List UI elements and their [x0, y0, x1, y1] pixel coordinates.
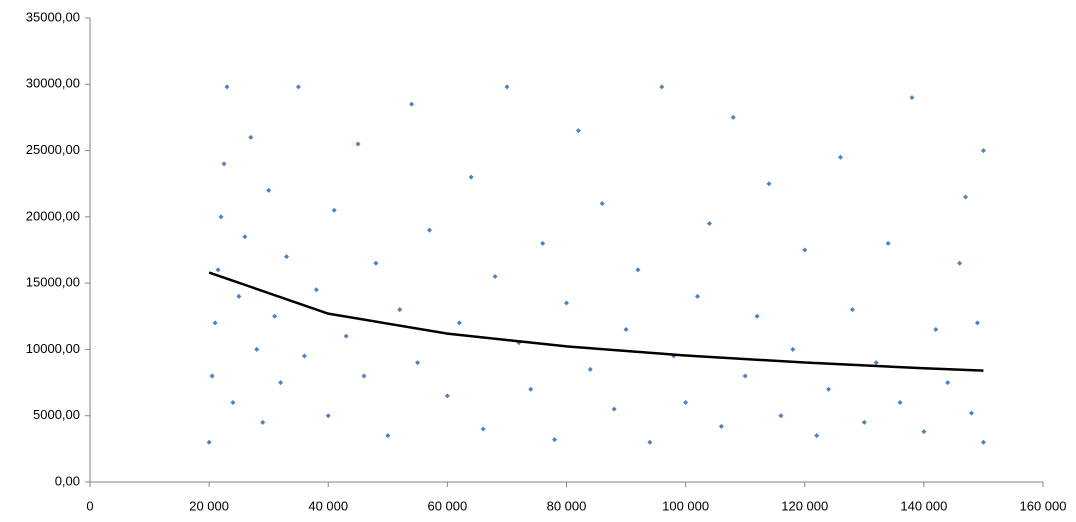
point	[885, 240, 891, 246]
point	[802, 247, 808, 253]
point	[221, 161, 227, 167]
point	[266, 187, 272, 193]
point	[492, 274, 498, 280]
point	[480, 426, 486, 432]
point	[909, 95, 915, 101]
point	[897, 399, 903, 405]
x-tick-label: 20 000	[189, 498, 229, 513]
point	[945, 380, 951, 386]
point	[540, 240, 546, 246]
point	[215, 267, 221, 273]
point	[957, 260, 963, 266]
point	[313, 287, 319, 293]
point	[415, 360, 421, 366]
point	[587, 366, 593, 372]
point	[921, 429, 927, 435]
point	[623, 327, 629, 333]
point	[468, 174, 474, 180]
point	[224, 84, 230, 90]
y-tick-label: 35000,00	[26, 9, 80, 24]
point	[974, 320, 980, 326]
x-tick-label: 100 000	[662, 498, 709, 513]
point	[209, 373, 215, 379]
y-tick-label: 25000,00	[26, 142, 80, 157]
point	[742, 373, 748, 379]
point	[212, 320, 218, 326]
point	[397, 307, 403, 313]
point	[504, 84, 510, 90]
point	[766, 181, 772, 187]
point	[444, 393, 450, 399]
point	[647, 439, 653, 445]
point	[230, 399, 236, 405]
point	[427, 227, 433, 233]
x-tick-label: 60 000	[427, 498, 467, 513]
point	[659, 84, 665, 90]
point	[683, 399, 689, 405]
point	[969, 410, 975, 416]
x-tick-label: 160 000	[1020, 498, 1067, 513]
trend-line	[208, 271, 984, 372]
point	[295, 84, 301, 90]
point	[611, 406, 617, 412]
y-tick-label: 0,00	[55, 473, 80, 488]
point	[599, 201, 605, 207]
point	[248, 134, 254, 140]
y-tick-label: 5000,00	[33, 407, 80, 422]
y-tick-label: 15000,00	[26, 275, 80, 290]
point	[528, 386, 534, 392]
point	[754, 313, 760, 319]
x-tick-label: 0	[86, 498, 93, 513]
point	[980, 439, 986, 445]
point	[861, 419, 867, 425]
point	[218, 214, 224, 220]
point	[373, 260, 379, 266]
point	[552, 437, 558, 443]
x-tick-label: 40 000	[308, 498, 348, 513]
point	[331, 207, 337, 213]
point	[706, 220, 712, 226]
point	[635, 267, 641, 273]
point	[385, 433, 391, 439]
point	[355, 141, 361, 147]
point	[564, 300, 569, 306]
point	[325, 413, 331, 419]
point	[730, 114, 736, 120]
point	[837, 154, 843, 160]
y-tick-label: 20000,00	[26, 208, 80, 223]
point	[778, 413, 784, 419]
point	[790, 346, 796, 352]
point	[849, 307, 855, 313]
point	[873, 360, 879, 366]
point	[718, 423, 724, 429]
point	[242, 234, 248, 240]
point	[933, 327, 939, 333]
y-tick-label: 10000,00	[26, 341, 80, 356]
point	[814, 433, 820, 439]
point	[206, 439, 212, 445]
point	[575, 128, 581, 134]
point	[272, 313, 278, 319]
point	[695, 293, 701, 299]
x-tick-label: 140 000	[900, 498, 947, 513]
x-tick-label: 80 000	[547, 498, 587, 513]
point	[963, 194, 969, 200]
point	[980, 148, 986, 154]
point	[409, 101, 415, 107]
point	[284, 254, 290, 260]
point	[826, 386, 832, 392]
point	[236, 293, 242, 299]
x-tick-label: 120 000	[781, 498, 828, 513]
point	[361, 373, 367, 379]
point	[456, 320, 462, 326]
point	[254, 346, 260, 352]
point	[278, 380, 284, 386]
point	[343, 333, 349, 339]
point	[301, 353, 307, 359]
y-tick-label: 30000,00	[26, 76, 80, 91]
point	[260, 419, 266, 425]
